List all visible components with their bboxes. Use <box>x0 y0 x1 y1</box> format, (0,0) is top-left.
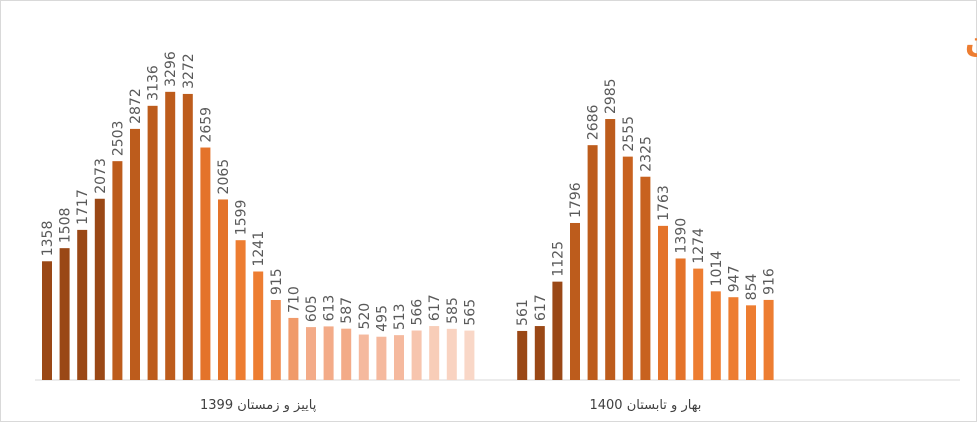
value-label: 916 <box>762 268 778 295</box>
value-label: 2503 <box>110 121 126 157</box>
value-label: 2073 <box>93 158 109 194</box>
group-label: بهار و تابستان 1400 <box>589 398 701 413</box>
value-label: 915 <box>269 268 285 295</box>
bar <box>746 305 756 380</box>
bar <box>658 225 668 380</box>
bar <box>59 248 70 380</box>
bar <box>94 198 105 380</box>
value-label: 617 <box>533 294 549 321</box>
bar <box>570 222 580 380</box>
bar <box>552 281 563 380</box>
bar <box>394 335 404 380</box>
value-label: 2985 <box>603 78 619 114</box>
bar <box>288 317 299 380</box>
value-label: 585 <box>445 297 461 324</box>
bar <box>517 330 528 380</box>
value-label: 513 <box>392 303 408 330</box>
bar <box>376 336 387 380</box>
value-label: 617 <box>427 294 443 321</box>
bar <box>253 271 264 380</box>
value-label: 1599 <box>234 200 250 236</box>
bar <box>306 327 316 380</box>
bar <box>112 161 123 380</box>
value-label: 1390 <box>674 218 690 254</box>
bar <box>411 330 422 380</box>
value-label: 587 <box>339 297 355 324</box>
value-label: 3296 <box>163 51 179 87</box>
value-label: 947 <box>726 265 742 292</box>
bar <box>130 128 140 380</box>
value-label: 2325 <box>638 136 654 172</box>
bar <box>341 328 352 380</box>
bar <box>464 330 475 380</box>
value-label: 1508 <box>58 208 74 244</box>
bar <box>675 258 686 380</box>
bar <box>763 299 774 380</box>
value-label: 1763 <box>656 185 672 221</box>
value-label: 1796 <box>568 182 584 218</box>
value-label: 710 <box>286 286 302 313</box>
bar <box>165 91 176 381</box>
value-label: 1274 <box>691 228 707 264</box>
value-label: 854 <box>744 274 760 301</box>
value-label: 2065 <box>216 159 232 195</box>
bar <box>587 145 598 380</box>
bar <box>446 328 457 380</box>
value-label: 1125 <box>550 241 566 277</box>
bar <box>147 105 158 380</box>
bar <box>728 297 739 380</box>
bar <box>200 147 211 380</box>
bar <box>77 229 88 380</box>
value-label: 1358 <box>40 221 56 257</box>
bar <box>710 291 721 380</box>
bar <box>270 300 281 380</box>
bar <box>358 334 369 380</box>
bar <box>182 93 193 380</box>
bar <box>534 326 545 380</box>
bar <box>640 176 651 380</box>
value-label: 1241 <box>251 231 267 267</box>
value-label: 1717 <box>75 189 91 225</box>
value-label: 605 <box>304 295 320 322</box>
value-label: 613 <box>322 295 338 322</box>
bar <box>429 326 440 380</box>
chart-title: آمار هفتگی جان‌باختگان کرونا در ایران <box>965 23 977 60</box>
value-label: 2659 <box>198 107 214 143</box>
value-label: 3272 <box>181 53 197 89</box>
bar <box>235 240 246 380</box>
value-label: 520 <box>357 303 373 330</box>
bar <box>218 199 228 380</box>
value-label: 2686 <box>586 104 602 140</box>
value-label: 2555 <box>621 116 637 152</box>
bar <box>42 261 52 380</box>
bar <box>693 268 704 380</box>
value-label: 561 <box>515 299 531 326</box>
value-label: 566 <box>410 299 426 326</box>
bar <box>323 326 334 380</box>
value-label: 495 <box>374 305 390 332</box>
bar <box>622 156 633 380</box>
group-label: پاییز و زمستان 1399 <box>200 398 317 413</box>
value-label: 1014 <box>709 251 725 287</box>
value-label: 2872 <box>128 88 144 124</box>
value-label: 565 <box>462 299 478 326</box>
value-label: 3136 <box>146 65 162 101</box>
bar <box>605 119 616 381</box>
